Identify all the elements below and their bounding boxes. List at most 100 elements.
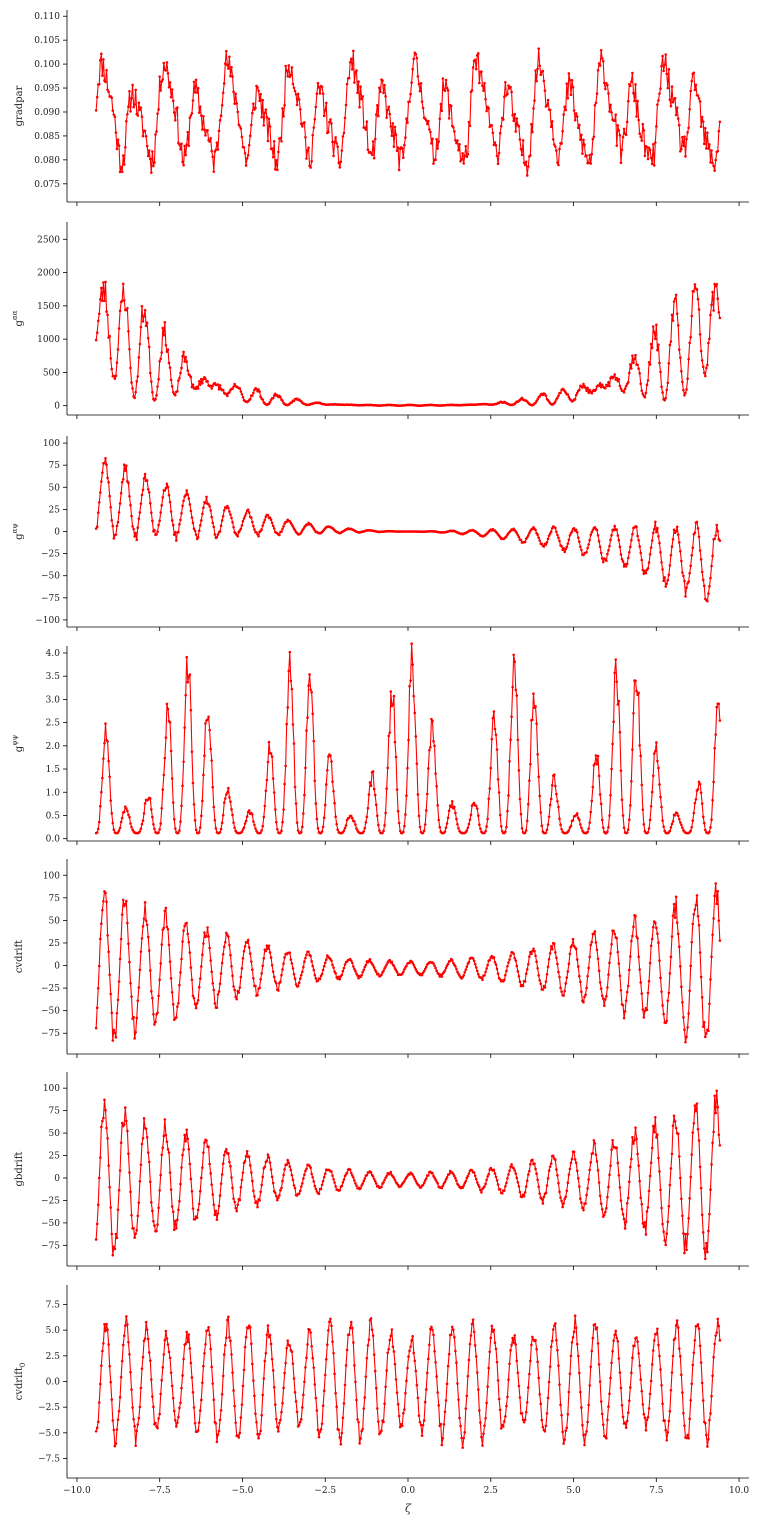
y-tick-label: 0.105 <box>34 36 60 46</box>
data-point <box>631 71 634 75</box>
data-point <box>698 1165 702 1169</box>
data-point <box>415 56 419 60</box>
data-point <box>105 1126 108 1130</box>
data-point <box>237 1436 241 1439</box>
data-point <box>682 1232 685 1235</box>
data-point <box>298 107 302 111</box>
data-point <box>634 1126 637 1129</box>
data-point <box>228 510 231 513</box>
data-point <box>558 1190 561 1194</box>
data-point <box>369 784 373 788</box>
data-point <box>660 385 663 389</box>
data-point <box>493 1172 497 1175</box>
data-point <box>446 89 450 92</box>
data-point <box>626 828 630 831</box>
data-point <box>676 117 680 120</box>
data-point <box>465 1394 469 1398</box>
data-point <box>701 120 705 123</box>
data-point <box>548 803 552 807</box>
data-point <box>179 820 182 823</box>
data-point <box>187 144 191 147</box>
data-point <box>143 802 147 805</box>
data-point <box>674 1126 678 1130</box>
data-point <box>496 1183 500 1186</box>
data-point <box>154 1421 157 1425</box>
data-point <box>244 512 248 515</box>
data-point <box>289 1168 293 1172</box>
data-point <box>656 348 659 352</box>
data-point <box>640 783 644 787</box>
data-point <box>183 360 186 363</box>
data-point <box>668 564 672 567</box>
data-point <box>247 946 251 949</box>
data-point <box>691 1363 695 1367</box>
data-point <box>661 54 664 58</box>
data-point <box>654 921 657 925</box>
data-point <box>203 128 206 131</box>
data-point <box>297 98 301 101</box>
data-point <box>503 1420 506 1423</box>
data-point <box>398 829 402 833</box>
data-point <box>374 1386 378 1390</box>
data-point <box>689 964 693 968</box>
data-point <box>170 385 174 388</box>
data-point <box>159 822 162 825</box>
data-point <box>217 1204 221 1208</box>
data-point <box>479 1188 482 1192</box>
data-point <box>710 818 713 821</box>
data-point <box>660 805 663 809</box>
data-point <box>350 961 354 965</box>
data-point <box>305 729 308 732</box>
data-point <box>562 547 565 550</box>
data-point <box>631 1356 634 1359</box>
data-point <box>154 133 157 136</box>
data-point <box>686 1232 689 1236</box>
data-point <box>139 827 143 831</box>
data-point <box>389 125 393 128</box>
data-point <box>637 1164 640 1167</box>
data-point <box>262 957 266 960</box>
data-point <box>432 162 435 165</box>
data-point <box>210 970 214 974</box>
data-point <box>523 540 527 544</box>
data-point <box>651 774 655 778</box>
data-point <box>619 1386 623 1390</box>
data-point <box>321 92 325 96</box>
data-point <box>609 103 612 107</box>
data-point <box>662 1230 665 1234</box>
data-point <box>156 1426 159 1430</box>
data-point <box>239 127 243 130</box>
data-point <box>170 1205 174 1208</box>
data-point <box>158 75 161 78</box>
data-point <box>647 561 651 564</box>
y-tick: −75 <box>41 594 67 604</box>
data-point <box>533 1162 536 1165</box>
data-point <box>696 914 700 918</box>
data-point <box>205 1139 208 1142</box>
data-point <box>110 1398 114 1401</box>
data-point <box>105 310 108 313</box>
data-point <box>233 988 236 992</box>
data-point <box>150 808 153 811</box>
data-point <box>366 806 370 810</box>
data-point <box>337 1428 341 1432</box>
data-point <box>352 49 355 53</box>
data-point <box>115 1236 119 1240</box>
data-point <box>594 388 598 391</box>
data-point <box>274 1194 278 1198</box>
data-point <box>616 534 620 537</box>
data-point <box>303 1173 306 1176</box>
data-point <box>125 1119 128 1123</box>
data-point <box>660 1206 663 1210</box>
data-point <box>403 1408 406 1411</box>
data-point <box>372 966 376 969</box>
data-point <box>338 166 342 169</box>
data-point <box>714 882 717 885</box>
data-point <box>256 993 259 997</box>
data-point <box>153 1023 156 1026</box>
data-point <box>484 829 487 833</box>
data-point <box>615 936 619 940</box>
data-point <box>145 479 149 482</box>
data-point <box>529 1162 532 1166</box>
